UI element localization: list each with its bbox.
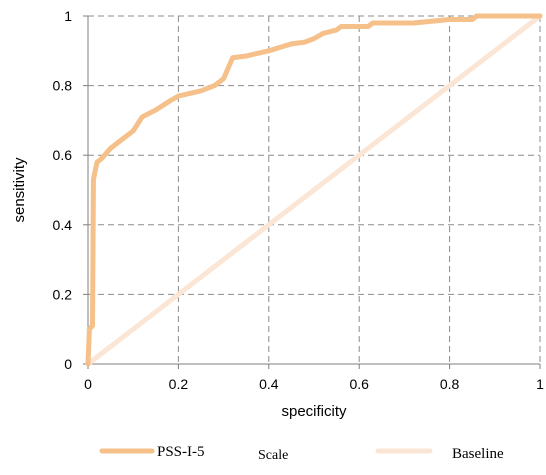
legend-label-pss-suffix: Scale — [258, 448, 288, 463]
grid-layer — [88, 15, 541, 364]
tick-label-layer: 0 0.2 0.4 0.6 0.8 1 0 0.2 0.4 0.6 0.8 1 — [53, 8, 545, 392]
y-tick-label: 0 — [64, 356, 72, 372]
x-tick-label: 1 — [536, 376, 544, 392]
legend: PSS-I-5 Scale Baseline — [99, 444, 504, 463]
y-tick-label: 0.4 — [53, 217, 73, 233]
y-axis-title: sensitivity — [11, 157, 28, 223]
series-line-baseline — [85, 13, 543, 367]
x-axis-title: specificity — [281, 403, 347, 420]
axis-layer — [83, 15, 541, 369]
x-tick-label: 0.4 — [259, 376, 279, 392]
y-tick-label: 0.8 — [53, 78, 73, 94]
series-line-pss-i-5-scale — [85, 13, 543, 367]
y-tick-label: 0.2 — [53, 286, 73, 302]
legend-label-baseline: Baseline — [452, 446, 504, 462]
x-tick-label: 0.8 — [440, 376, 460, 392]
y-tick-label: 0.6 — [53, 147, 73, 163]
legend-label-pss: PSS-I-5 — [157, 444, 205, 460]
x-tick-label: 0 — [84, 376, 92, 392]
x-tick-label: 0.2 — [169, 376, 189, 392]
series-layer — [85, 13, 543, 367]
y-tick-label: 1 — [64, 8, 72, 24]
x-tick-label: 0.6 — [349, 376, 369, 392]
